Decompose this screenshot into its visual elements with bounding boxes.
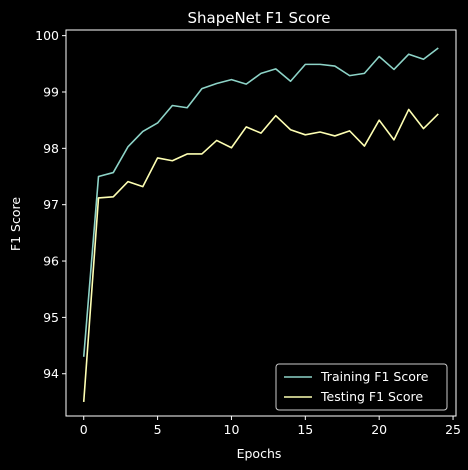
x-tick-label: 15 [297,422,313,437]
x-axis-title: Epochs [237,446,282,461]
x-tick-label: 20 [371,422,387,437]
plot-area-frame [65,29,457,417]
x-tick-label: 25 [445,422,461,437]
x-tick-label: 10 [224,422,240,437]
y-tick-label: 95 [43,310,59,325]
y-tick-label: 99 [43,84,59,99]
chart-title: ShapeNet F1 Score [187,9,330,27]
y-axis: 94 95 96 97 98 99 100 [35,28,66,381]
x-tick-label: 5 [154,422,162,437]
y-tick-label: 98 [43,141,59,156]
series-lines [82,47,439,402]
y-axis-title: F1 Score [8,197,23,251]
legend: Training F1 Score Testing F1 Score [275,363,448,411]
series-line-testing [82,108,439,402]
x-axis: 0 5 10 15 20 25 [80,416,461,437]
legend-label-training: Training F1 Score [320,369,429,384]
y-tick-label: 100 [35,28,59,43]
y-tick-label: 96 [43,254,59,269]
legend-box [275,363,448,411]
x-tick-label: 0 [80,422,88,437]
series-line-training [82,47,439,357]
y-tick-label: 94 [43,366,59,381]
y-tick-label: 97 [43,197,59,212]
legend-label-testing: Testing F1 Score [320,389,423,404]
